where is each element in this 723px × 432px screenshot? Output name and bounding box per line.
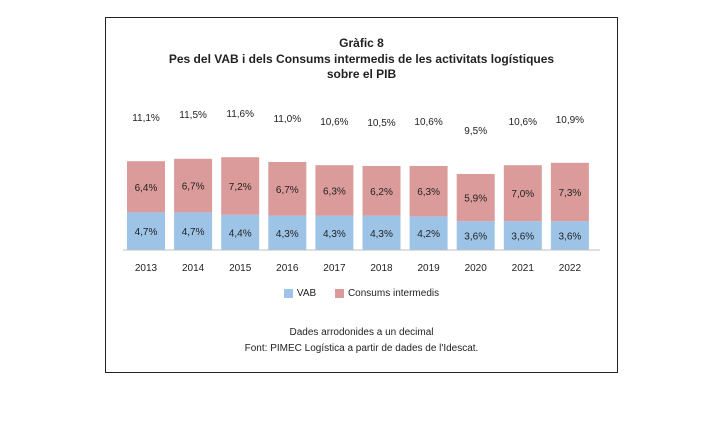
data-label-consums-2021: 7,0% xyxy=(511,189,534,200)
total-label-2021: 10,6% xyxy=(509,117,537,128)
data-label-consums-2018: 6,2% xyxy=(370,187,393,198)
x-tick-label-2022: 2022 xyxy=(559,263,582,274)
data-label-vab-2018: 4,3% xyxy=(370,229,393,240)
data-label-consums-2013: 6,4% xyxy=(135,183,158,194)
total-label-2013: 11,1% xyxy=(132,113,160,124)
total-label-2018: 10,5% xyxy=(367,118,395,129)
total-label-2017: 10,6% xyxy=(320,117,348,128)
total-label-2020: 9,5% xyxy=(464,126,487,137)
bar-consums-2017 xyxy=(315,165,354,216)
x-tick-label-2020: 2020 xyxy=(465,263,488,274)
x-tick-label-2017: 2017 xyxy=(323,263,346,274)
chart-frame xyxy=(105,17,618,373)
chart-subtitle-line-2: sobre el PIB xyxy=(326,67,397,81)
chart-subtitle: Pes del VAB i dels Consums intermedis de… xyxy=(105,52,618,82)
bar-vab-2017 xyxy=(315,215,354,250)
data-label-vab-2019: 4,2% xyxy=(417,229,440,240)
source-note: Font: PIMEC Logística a partir de dades … xyxy=(244,343,479,354)
x-tick-label-2019: 2019 xyxy=(417,263,440,274)
data-label-vab-2015: 4,4% xyxy=(229,228,252,239)
bar-vab-2022 xyxy=(550,221,589,250)
total-label-2019: 10,6% xyxy=(414,117,442,128)
x-tick-label-2014: 2014 xyxy=(182,263,205,274)
chart-legend: VAB Consums intermedis xyxy=(0,288,723,301)
rounding-note: Dades arrodonides a un decimal xyxy=(289,327,434,338)
bar-vab-2014 xyxy=(174,212,213,250)
data-label-consums-2019: 6,3% xyxy=(417,187,440,198)
chart-title: Gràfic 8 xyxy=(339,36,384,50)
total-label-2015: 11,6% xyxy=(226,109,254,120)
bar-consums-2019 xyxy=(409,166,448,217)
data-label-consums-2022: 7,3% xyxy=(559,188,582,199)
data-label-consums-2017: 6,3% xyxy=(323,186,346,197)
data-label-consums-2015: 7,2% xyxy=(229,182,252,193)
bar-consums-2014 xyxy=(174,158,213,213)
data-label-consums-2020: 5,9% xyxy=(464,194,487,205)
data-label-consums-2014: 6,7% xyxy=(182,182,205,193)
x-tick-label-2015: 2015 xyxy=(229,263,252,274)
bar-consums-2022 xyxy=(550,162,589,222)
bar-vab-2019 xyxy=(409,216,448,250)
data-label-vab-2017: 4,3% xyxy=(323,229,346,240)
x-tick-label-2021: 2021 xyxy=(512,263,535,274)
bar-vab-2018 xyxy=(362,215,401,250)
legend-swatch-consums xyxy=(334,289,344,298)
legend-item-vab: VAB xyxy=(283,288,317,299)
data-label-vab-2022: 3,6% xyxy=(559,232,582,243)
bar-consums-2015 xyxy=(221,157,260,215)
total-label-2014: 11,5% xyxy=(179,110,207,121)
bar-consums-2021 xyxy=(503,165,542,222)
data-label-vab-2016: 4,3% xyxy=(276,229,299,240)
data-label-vab-2013: 4,7% xyxy=(135,227,158,238)
data-label-vab-2020: 3,6% xyxy=(464,232,487,243)
total-label-2022: 10,9% xyxy=(556,115,584,126)
legend-label-consums: Consums intermedis xyxy=(347,288,440,299)
data-label-vab-2021: 3,6% xyxy=(511,232,534,243)
chart-subtitle-line-1: Pes del VAB i dels Consums intermedis de… xyxy=(168,52,555,66)
x-tick-label-2016: 2016 xyxy=(276,263,299,274)
legend-item-consums: Consums intermedis xyxy=(334,288,440,299)
data-label-consums-2016: 6,7% xyxy=(276,185,299,196)
legend-label-vab: VAB xyxy=(296,288,317,299)
bar-consums-2013 xyxy=(127,161,165,213)
legend-swatch-vab xyxy=(283,289,293,298)
data-label-vab-2014: 4,7% xyxy=(182,227,205,238)
bar-vab-2021 xyxy=(503,221,542,250)
x-tick-label-2018: 2018 xyxy=(370,263,393,274)
x-tick-label-2013: 2013 xyxy=(135,263,158,274)
total-label-2016: 11,0% xyxy=(273,114,301,125)
bar-vab-2013 xyxy=(127,212,165,250)
bar-consums-2016 xyxy=(268,162,307,216)
bar-vab-2020 xyxy=(456,221,495,250)
bar-consums-2018 xyxy=(362,166,401,216)
bar-consums-2020 xyxy=(456,174,495,222)
bar-vab-2015 xyxy=(221,214,260,250)
bar-vab-2016 xyxy=(268,215,307,250)
